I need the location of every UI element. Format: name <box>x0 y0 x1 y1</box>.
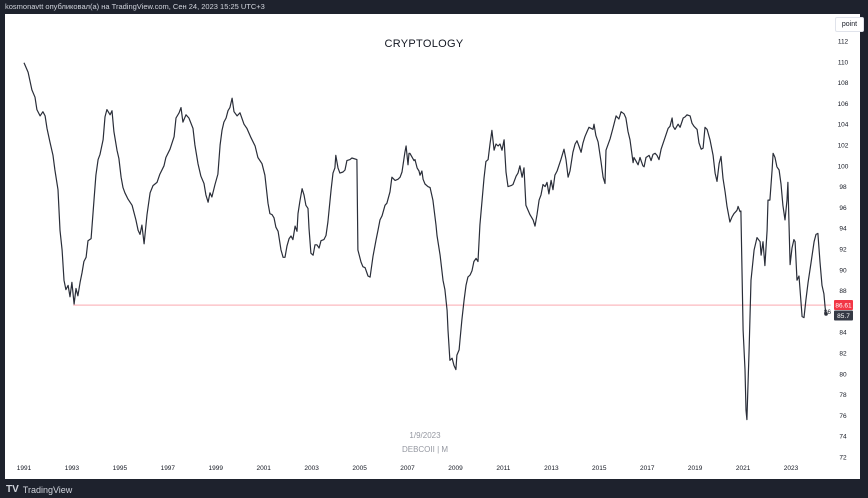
y-tick-label: 76 <box>839 413 847 420</box>
series-line <box>23 62 827 421</box>
x-tick-label: 2019 <box>688 465 703 472</box>
y-tick-label: 96 <box>839 205 847 212</box>
brand-name: TradingView <box>22 484 73 495</box>
scale-mode-button[interactable]: point <box>835 17 864 32</box>
y-tick-label: 112 <box>838 39 849 46</box>
tradingview-logo-icon: TV <box>6 484 19 495</box>
y-tick-label: 102 <box>838 143 849 150</box>
y-tick-label: 84 <box>839 330 847 337</box>
watermark-symbol: DEBCOII | M <box>401 445 449 454</box>
footer-branding[interactable]: TV TradingView <box>6 484 72 495</box>
x-tick-label: 2017 <box>640 465 655 472</box>
y-tick-label: 98 <box>839 184 847 191</box>
x-tick-label: 2005 <box>352 465 367 472</box>
x-tick-label: 1995 <box>113 465 128 472</box>
y-tick-label: 86 <box>824 309 832 316</box>
publish-info: kosmonavtt опубликовал(а) на TradingView… <box>5 2 265 11</box>
x-tick-label: 2011 <box>496 465 510 472</box>
x-tick-label: 1999 <box>209 465 224 472</box>
y-tick-label: 90 <box>839 267 847 274</box>
y-tick-label: 100 <box>838 163 849 170</box>
x-tick-label: 2021 <box>736 465 751 472</box>
y-tick-label: 74 <box>839 434 847 441</box>
x-tick-label: 2023 <box>784 465 799 472</box>
y-tick-label: 88 <box>839 288 847 295</box>
last-price-label: 85.7 <box>837 313 850 320</box>
watermark-date: 1/9/2023 <box>409 431 441 440</box>
x-tick-label: 2001 <box>256 465 271 472</box>
y-tick-label: 106 <box>838 101 849 108</box>
level-price-label-bg <box>834 300 853 311</box>
x-tick-label: 2015 <box>592 465 607 472</box>
x-tick-label: 1997 <box>161 465 176 472</box>
y-tick-label: 92 <box>839 247 847 254</box>
y-tick-label: 80 <box>839 371 847 378</box>
chart-canvas[interactable]: 112 110 108 106 104 102 100 98 96 94 92 90 88 86 84 82 8… <box>5 14 860 479</box>
y-tick-label: 72 <box>839 455 847 462</box>
y-tick-label: 82 <box>839 351 847 358</box>
chart-title: CRYPTOLOGY <box>384 38 464 50</box>
y-tick-label: 108 <box>838 80 849 87</box>
y-tick-label: 78 <box>839 392 847 399</box>
x-tick-label: 2007 <box>400 465 415 472</box>
chart-panel[interactable]: 112 110 108 106 104 102 100 98 96 94 92 90 88 86 84 82 8… <box>5 14 864 479</box>
y-tick-label: 104 <box>838 122 849 129</box>
x-tick-label: 2009 <box>448 465 463 472</box>
x-tick-label: 2013 <box>544 465 559 472</box>
x-tick-label: 1991 <box>17 465 32 472</box>
x-tick-label: 1993 <box>65 465 80 472</box>
last-price-label-bg <box>834 310 853 321</box>
y-tick-label: 94 <box>839 226 847 233</box>
last-point-marker <box>824 312 828 316</box>
x-tick-label: 2003 <box>304 465 319 472</box>
level-price-label: 86.61 <box>835 303 852 310</box>
y-tick-label: 110 <box>838 59 849 66</box>
